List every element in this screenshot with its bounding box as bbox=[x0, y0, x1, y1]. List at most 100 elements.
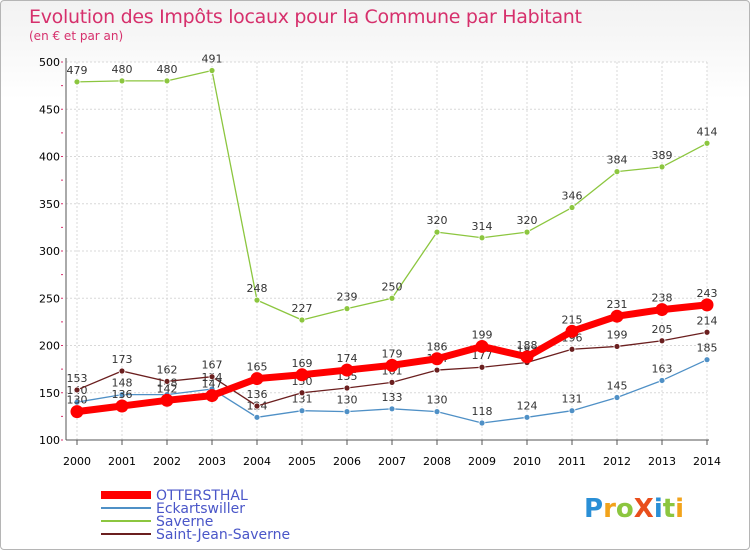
data-point bbox=[253, 413, 261, 421]
y-tick-label: 100 bbox=[39, 434, 60, 447]
data-label: 131 bbox=[292, 393, 313, 406]
data-label: 479 bbox=[67, 64, 88, 77]
data-point bbox=[163, 77, 171, 85]
data-point bbox=[73, 78, 81, 86]
x-tick-label: 2006 bbox=[333, 455, 361, 468]
data-label: 188 bbox=[517, 339, 538, 352]
data-label: 174 bbox=[337, 352, 358, 365]
chart-subtitle: (en € et par an) bbox=[29, 29, 124, 43]
data-label: 145 bbox=[607, 379, 628, 392]
data-point bbox=[253, 402, 261, 410]
data-label: 124 bbox=[517, 399, 538, 412]
data-label: 142 bbox=[157, 382, 178, 395]
data-point bbox=[298, 407, 306, 415]
data-label: 163 bbox=[652, 362, 673, 375]
data-label: 167 bbox=[202, 359, 223, 372]
data-label: 480 bbox=[157, 63, 178, 76]
data-point bbox=[478, 234, 486, 242]
y-tick-label: 300 bbox=[39, 245, 60, 258]
data-label: 153 bbox=[67, 372, 88, 385]
legend-label: Saint-Jean-Saverne bbox=[156, 527, 290, 543]
data-label: 215 bbox=[562, 313, 583, 326]
data-label: 133 bbox=[382, 391, 403, 404]
data-label: 118 bbox=[472, 405, 493, 418]
data-point bbox=[160, 393, 174, 407]
data-label: 314 bbox=[472, 220, 493, 233]
data-point bbox=[70, 405, 84, 419]
data-label: 214 bbox=[697, 314, 718, 327]
data-point bbox=[205, 389, 219, 403]
data-point bbox=[343, 384, 351, 392]
chart-title: Evolution des Impôts locaux pour la Comm… bbox=[29, 6, 582, 28]
data-label: 227 bbox=[292, 302, 313, 315]
data-point bbox=[658, 337, 666, 345]
data-label: 414 bbox=[697, 125, 718, 138]
data-point bbox=[208, 373, 216, 381]
data-point bbox=[433, 366, 441, 374]
data-point bbox=[433, 228, 441, 236]
data-point bbox=[568, 345, 576, 353]
x-tick-label: 2000 bbox=[63, 455, 91, 468]
data-point bbox=[298, 316, 306, 324]
data-point bbox=[700, 298, 714, 312]
data-label: 165 bbox=[247, 361, 268, 374]
data-point bbox=[115, 399, 129, 413]
data-label: 179 bbox=[382, 347, 403, 360]
y-tick-label: 250 bbox=[39, 292, 60, 305]
data-point bbox=[295, 368, 309, 382]
data-label: 231 bbox=[607, 298, 628, 311]
data-point bbox=[478, 419, 486, 427]
legend-label: OTTERSTHAL bbox=[156, 488, 248, 504]
x-tick-label: 2005 bbox=[288, 455, 316, 468]
data-label: 185 bbox=[697, 342, 718, 355]
data-label: 169 bbox=[292, 357, 313, 370]
data-label: 480 bbox=[112, 63, 133, 76]
data-point bbox=[433, 408, 441, 416]
data-point bbox=[523, 228, 531, 236]
data-point bbox=[520, 350, 534, 364]
logo-letter: P bbox=[584, 494, 603, 524]
data-point bbox=[430, 352, 444, 366]
data-label: 248 bbox=[247, 282, 268, 295]
data-label: 384 bbox=[607, 154, 628, 167]
data-label: 130 bbox=[67, 394, 88, 407]
data-point bbox=[340, 363, 354, 377]
data-point bbox=[478, 363, 486, 371]
data-label: 173 bbox=[112, 353, 133, 366]
y-tick-label: 450 bbox=[39, 103, 60, 116]
data-label: 389 bbox=[652, 149, 673, 162]
y-tick-label: 500 bbox=[39, 56, 60, 69]
data-label: 491 bbox=[202, 53, 223, 66]
data-point bbox=[475, 339, 489, 353]
data-label: 238 bbox=[652, 292, 673, 305]
x-tick-label: 2003 bbox=[198, 455, 226, 468]
y-tick-label: 350 bbox=[39, 198, 60, 211]
data-point bbox=[613, 168, 621, 176]
series-saverne: 479 480 480 491 248 227 239 250 320 314 320 346 384 3… bbox=[67, 53, 718, 324]
logo-letter: r bbox=[603, 494, 616, 524]
data-point bbox=[658, 377, 666, 384]
data-label: 130 bbox=[337, 394, 358, 407]
x-tick-label: 2012 bbox=[603, 455, 631, 468]
data-point bbox=[388, 378, 396, 386]
logo-letter: i bbox=[654, 494, 663, 524]
y-tick-label: 200 bbox=[39, 340, 60, 353]
data-point bbox=[565, 324, 579, 338]
data-point bbox=[523, 413, 531, 421]
logo-letter: o bbox=[616, 494, 634, 524]
x-tick-label: 2004 bbox=[243, 455, 271, 468]
data-label: 136 bbox=[112, 388, 133, 401]
data-point bbox=[298, 389, 306, 397]
data-point bbox=[73, 386, 81, 394]
data-label: 205 bbox=[652, 323, 673, 336]
x-tick-label: 2014 bbox=[693, 455, 721, 468]
data-point bbox=[703, 328, 711, 336]
data-point bbox=[610, 309, 624, 323]
logo-letter: i bbox=[675, 494, 684, 524]
y-tick-label: 400 bbox=[39, 151, 60, 164]
x-tick-label: 2011 bbox=[558, 455, 586, 468]
data-point bbox=[568, 204, 576, 211]
data-label: 199 bbox=[472, 328, 493, 341]
y-tick-label: 150 bbox=[39, 387, 60, 400]
